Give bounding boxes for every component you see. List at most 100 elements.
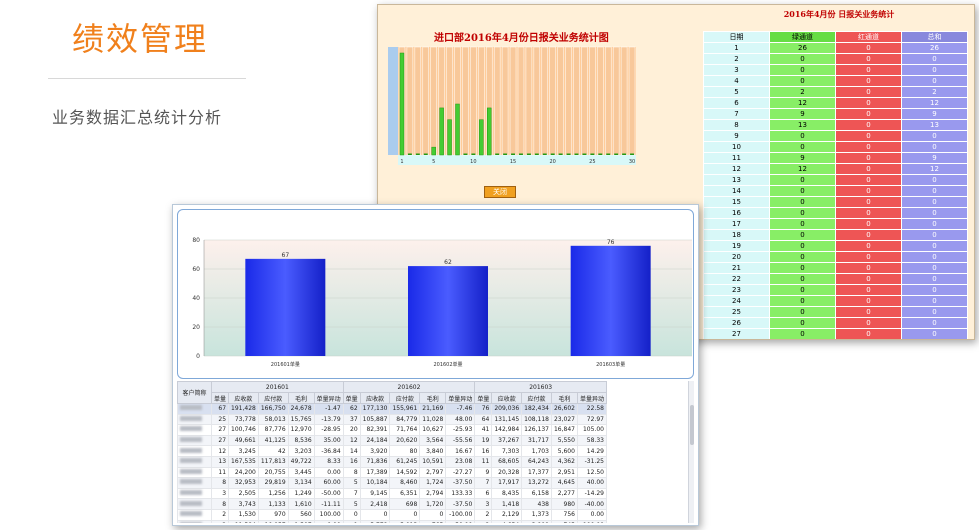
table-row[interactable]: 27 49,661 41,125 8,536 35.00 12 24,184 20,620 3,…: [177, 434, 607, 447]
x-axis-band: [398, 155, 636, 165]
table-row[interactable]: 25 73,778 58,013 15,765 -13.79 37 105,887 84,77…: [177, 413, 607, 426]
table-row[interactable]: 8 3,743 1,133 1,610 -11.11 5 2,418 698 1,720 -37.…: [177, 498, 607, 510]
day-bar-zero: [582, 153, 587, 155]
green-cell: 0: [769, 295, 836, 307]
day-bar-zero: [423, 153, 428, 155]
y-tick-label: 40: [192, 295, 200, 302]
table-cell: 73,778: [228, 413, 259, 426]
table-cell: 24,678: [287, 403, 315, 415]
table-cell: 23.08: [445, 455, 476, 468]
day-bar: [479, 119, 484, 156]
red-cell: 0: [835, 229, 902, 241]
table-cell: 745: [550, 519, 578, 523]
table-cell: 25: [210, 413, 230, 426]
x-tick-label: 30: [629, 159, 635, 165]
y-axis-band: [388, 47, 398, 155]
monthly-table: 客户简称 201601 201602 201603 单量 应收款 应付款 毛利 单量异动…: [177, 381, 607, 523]
sub-header[interactable]: 应收款: [228, 392, 259, 404]
table-cell: 12.50: [576, 466, 607, 479]
total-cell: 0: [901, 218, 968, 230]
sub-header[interactable]: 应付款: [389, 392, 421, 404]
sub-header[interactable]: 应付款: [521, 392, 552, 404]
table-row[interactable]: 2 1,530 970 560 100.00 0 0 0 0 -100.00 2 2,129 1,373…: [177, 508, 607, 521]
total-cell: 12: [901, 163, 968, 175]
red-cell: 0: [835, 119, 902, 131]
daily-table: 日期 绿通道 红通道 总和 1 26 0 26 2 0 0 0 3 0 0 0 4 0 0 0 5 2 0 2 6 12 0…: [703, 31, 968, 339]
green-cell: 12: [769, 97, 836, 109]
close-button[interactable]: 关闭: [484, 186, 516, 198]
table-cell: 12: [342, 434, 361, 447]
vertical-scrollbar[interactable]: [688, 381, 694, 523]
table-cell: 26,602: [550, 403, 578, 415]
table-cell: 27: [210, 434, 230, 447]
header-customer[interactable]: 客户简称: [177, 381, 212, 404]
sub-header[interactable]: 单量: [210, 392, 230, 404]
total-cell: 2: [901, 86, 968, 98]
table-cell: 2,129: [491, 508, 523, 521]
table-row[interactable]: 27 100,746 87,776 12,970 -28.95 20 82,391 71,76…: [177, 424, 607, 436]
sub-header[interactable]: 单量异动: [576, 392, 607, 404]
sub-header[interactable]: 应收款: [359, 392, 391, 404]
day-slot: [589, 46, 596, 156]
sub-header[interactable]: 单量: [474, 392, 493, 404]
day-slot: [573, 46, 580, 156]
table-row[interactable]: 11 24,200 20,755 3,445 0.00 8 17,389 14,592 2,79…: [177, 466, 607, 479]
table-cell: 10,591: [419, 455, 447, 468]
green-cell: 0: [769, 174, 836, 186]
sub-header[interactable]: 应收款: [491, 392, 523, 404]
table-row[interactable]: 13 167,535 117,813 49,722 8.33 16 71,836 61,245…: [177, 455, 607, 468]
table-row[interactable]: 211,58410,0571,5070.0015,7785,013765-50.…: [177, 519, 607, 523]
sub-header[interactable]: 单量异动: [313, 392, 344, 404]
date-cell: 16: [703, 207, 770, 219]
table-cell: -11.11: [313, 498, 344, 510]
total-cell: 0: [901, 75, 968, 87]
red-cell: 0: [835, 163, 902, 175]
green-cell: 0: [769, 75, 836, 87]
green-cell: 0: [769, 196, 836, 208]
table-cell: 76: [474, 403, 493, 415]
daily-row: 20 0 0 0: [703, 251, 968, 263]
total-cell: 0: [901, 295, 968, 307]
total-cell: 0: [901, 317, 968, 329]
table-cell: 167,535: [228, 455, 259, 468]
green-cell: 0: [769, 53, 836, 65]
table-row[interactable]: 12 3,245 42 3,203 -36.84 14 3,920 80 3,840 16.67 1…: [177, 445, 607, 457]
day-slot: [581, 46, 588, 156]
bar-value-label: 76: [607, 239, 615, 246]
table-cell: -31.25: [576, 455, 607, 468]
daily-chart-title: 进口部2016年4月份日报关业务统计图: [434, 33, 609, 44]
sub-header[interactable]: 毛利: [550, 392, 578, 404]
table-cell: 1: [342, 519, 361, 523]
sub-header[interactable]: 毛利: [419, 392, 447, 404]
total-cell: 0: [901, 306, 968, 318]
table-row[interactable]: 67 191,428 166,750 24,678 -1.47 62 177,130 155,…: [177, 403, 607, 415]
table-row[interactable]: 3 2,505 1,256 1,249 -50.00 7 9,145 6,351 2,794 13…: [177, 487, 607, 500]
table-cell: 14: [342, 445, 361, 457]
red-cell: 0: [835, 207, 902, 219]
table-cell: 1,610: [287, 498, 315, 510]
sub-header[interactable]: 单量异动: [445, 392, 476, 404]
date-cell: 8: [703, 119, 770, 131]
red-cell: 0: [835, 218, 902, 230]
day-bar: [431, 146, 436, 156]
green-cell: 9: [769, 108, 836, 120]
scrollbar-thumb[interactable]: [690, 405, 694, 445]
header-red: 红通道: [835, 31, 902, 43]
table-cell: 20,620: [389, 434, 421, 447]
table-cell: 27: [210, 424, 230, 436]
day-slot: [620, 46, 628, 156]
day-slot: [597, 46, 604, 156]
table-cell: 0: [419, 508, 447, 521]
date-cell: 21: [703, 262, 770, 274]
table-cell: 2,277: [550, 487, 578, 500]
day-slot: [470, 46, 477, 156]
table-row[interactable]: 8 32,953 29,819 3,134 60.00 5 10,184 8,460 1,724…: [177, 477, 607, 489]
sub-header[interactable]: 应付款: [257, 392, 289, 404]
total-cell: 0: [901, 207, 968, 219]
bar-value-label: 67: [282, 252, 290, 259]
sub-header[interactable]: 单量: [342, 392, 361, 404]
table-cell: 42: [257, 445, 289, 457]
sub-header[interactable]: 毛利: [287, 392, 315, 404]
table-cell: 3,920: [359, 445, 391, 457]
table-cell: 11,584: [228, 519, 259, 523]
